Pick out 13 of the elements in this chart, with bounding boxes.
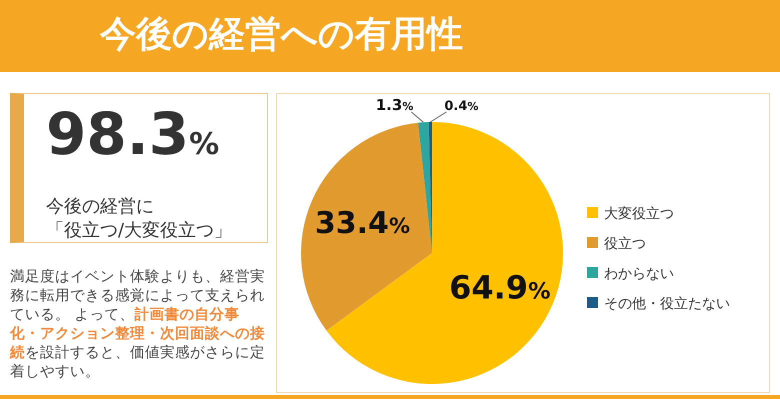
chart-title: 今後の経営への有用性 — [100, 13, 463, 57]
text: 98.3% — [46, 100, 220, 168]
legend-label: 役立つ — [604, 236, 646, 252]
data-label: 64.9% — [449, 268, 550, 306]
data-label: 0.4% — [444, 99, 478, 114]
data-label: 33.4% — [314, 206, 410, 241]
data-label: 1.3% — [376, 96, 414, 114]
text: 今後の経営に — [46, 195, 154, 218]
text: 「役立つ/大変役立つ」 — [46, 219, 232, 242]
text: 満足度はイベント体験よりも、経営実務に転用できる感覚によって支えられている。 よって、計画書の自分事化・アクション整理・次回面談への接続を設計すると、価値実感がさらに定着しやすい。 — [10, 268, 266, 382]
legend-label: その他・役立たない — [604, 296, 730, 312]
legend-label: 大変役立つ — [604, 206, 674, 222]
legend-label: わからない — [604, 266, 674, 282]
